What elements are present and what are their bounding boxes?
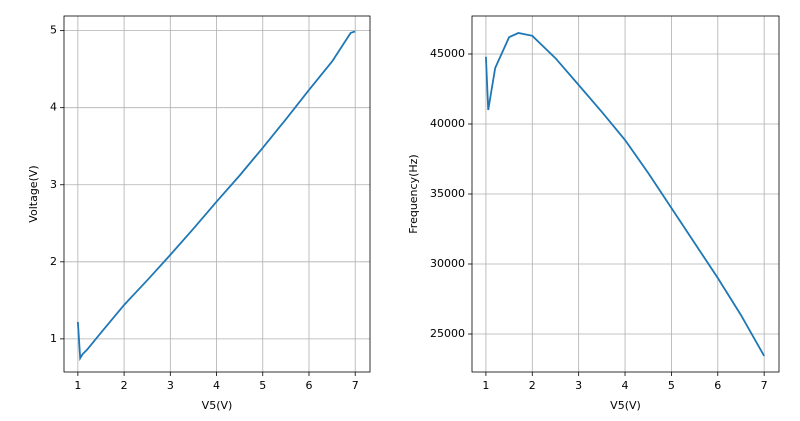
x-tick-label: 2 [529, 379, 536, 392]
y-axis-label: Frequency(Hz) [407, 154, 420, 233]
y-tick-label: 30000 [430, 257, 465, 270]
data-line [76, 30, 356, 362]
x-axis-label: V5(V) [202, 399, 233, 412]
axes-frame [63, 15, 371, 373]
y-tick-label: 25000 [430, 327, 465, 340]
x-tick-label: 2 [121, 379, 128, 392]
x-tick-label: 4 [622, 379, 629, 392]
y-tick-label: 45000 [430, 47, 465, 60]
x-tick-label: 4 [213, 379, 220, 392]
x-tick-label: 6 [305, 379, 312, 392]
x-tick-label: 3 [575, 379, 582, 392]
y-tick-label: 3 [50, 178, 57, 191]
x-tick-label: 1 [74, 379, 81, 392]
x-tick-label: 5 [259, 379, 266, 392]
x-tick-label: 7 [761, 379, 768, 392]
data-line [485, 32, 765, 357]
y-tick-label: 1 [50, 332, 57, 345]
x-tick-label: 6 [714, 379, 721, 392]
y-tick-label: 4 [50, 101, 57, 114]
y-tick-label: 5 [50, 24, 57, 37]
x-tick-label: 5 [668, 379, 675, 392]
axes-frame [471, 15, 780, 373]
y-axis-label: Voltage(V) [27, 165, 40, 222]
x-tick-label: 3 [167, 379, 174, 392]
x-axis-label: V5(V) [610, 399, 641, 412]
x-tick-label: 7 [352, 379, 359, 392]
y-tick-label: 40000 [430, 117, 465, 130]
x-tick-label: 1 [482, 379, 489, 392]
y-tick-label: 35000 [430, 187, 465, 200]
y-tick-label: 2 [50, 255, 57, 268]
